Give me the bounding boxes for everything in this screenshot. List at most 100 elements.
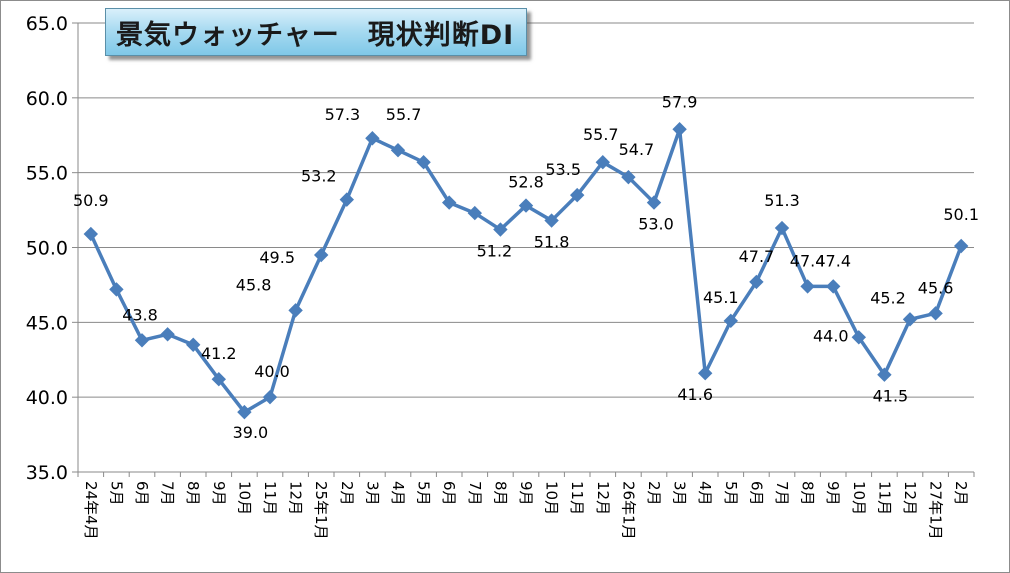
- data-point: [313, 247, 329, 263]
- data-label: 50.1: [943, 205, 979, 224]
- x-tick-label: 26年1月: [619, 481, 637, 540]
- x-tick-label: 2月: [338, 481, 356, 506]
- x-tick-label: 7月: [773, 481, 791, 506]
- y-tick-label: 40.0: [26, 387, 68, 409]
- data-point: [441, 195, 457, 210]
- data-label: 57.3: [325, 105, 361, 124]
- data-point: [672, 122, 687, 137]
- x-tick-label: 10月: [850, 481, 868, 515]
- data-point: [185, 337, 201, 352]
- x-tick-label: 4月: [389, 481, 407, 506]
- x-tick-label: 8月: [491, 481, 509, 506]
- x-tick-label: 9月: [824, 481, 842, 506]
- data-label: 45.6: [918, 278, 954, 297]
- data-point: [825, 279, 841, 294]
- x-tick-label: 24年4月: [82, 481, 100, 540]
- y-tick-label: 55.0: [26, 163, 68, 185]
- x-tick-label: 9月: [517, 481, 535, 506]
- y-tick-labels: 35.0 40.0 45.0 50.0 55.0 60.0 65.0: [26, 13, 68, 484]
- x-tick-label: 8月: [184, 481, 202, 506]
- data-label: 39.0: [233, 423, 269, 442]
- data-label: 45.1: [703, 288, 739, 307]
- x-tick-label: 6月: [440, 481, 458, 506]
- data-label: 41.2: [201, 344, 237, 363]
- x-tick-label: 6月: [133, 481, 151, 506]
- data-point: [800, 279, 815, 294]
- data-label: 49.5: [259, 248, 295, 267]
- data-point: [237, 404, 252, 420]
- y-tick-label: 50.0: [26, 238, 68, 260]
- x-tick-label: 12月: [287, 481, 305, 515]
- data-label: 51.2: [477, 242, 513, 261]
- data-label: 43.8: [122, 305, 158, 324]
- data-label: 57.9: [662, 92, 698, 111]
- data-point: [83, 226, 99, 242]
- x-tick-label: 12月: [594, 481, 612, 515]
- x-tick-labels: 24年4月 5月 6月 7月 8月 9月 10月 11月 12月 25年1月 2月 3月 4月 5月 6月 7…: [82, 481, 970, 540]
- data-label: 47.4: [815, 251, 851, 270]
- data-point: [493, 222, 508, 237]
- x-tick-label: 9月: [210, 481, 228, 506]
- x-tick-label: 3月: [671, 481, 689, 506]
- data-label: 53.2: [301, 167, 337, 186]
- data-point: [697, 366, 713, 381]
- data-label: 52.8: [508, 173, 544, 192]
- data-point: [774, 220, 790, 236]
- data-label: 41.6: [677, 385, 713, 404]
- x-tick-label: 7月: [159, 481, 177, 506]
- x-tick-label: 6月: [747, 481, 765, 506]
- chart-title-box: 景気ウォッチャー 現状判断DI: [105, 8, 527, 56]
- data-point: [902, 312, 918, 327]
- data-label: 50.9: [73, 191, 109, 210]
- chart-title: 景気ウォッチャー 現状判断DI: [116, 19, 515, 51]
- x-tick-label: 5月: [415, 481, 433, 506]
- x-tick-label: 8月: [799, 481, 817, 506]
- data-point: [621, 169, 636, 185]
- data-point: [288, 303, 303, 318]
- data-point: [416, 154, 431, 170]
- data-point: [877, 367, 892, 382]
- data-point: [365, 131, 380, 146]
- x-tick-label: 10月: [235, 481, 253, 515]
- data-point: [160, 327, 175, 342]
- x-tick-label: 2月: [952, 481, 970, 506]
- data-point: [211, 371, 227, 387]
- x-tick-label: 7月: [466, 481, 484, 506]
- data-point: [928, 306, 943, 321]
- x-tick-label: 27年1月: [927, 481, 945, 540]
- data-point: [518, 198, 534, 213]
- x-tick-label: 11月: [875, 481, 893, 515]
- data-point: [339, 192, 355, 207]
- x-tick-label: 12月: [901, 481, 919, 515]
- x-tick-label: 2月: [645, 481, 663, 506]
- data-point: [646, 195, 662, 210]
- data-label: 44.0: [813, 326, 849, 345]
- data-label: 55.7: [583, 125, 619, 144]
- y-tick-label: 60.0: [26, 88, 68, 110]
- data-point: [134, 333, 150, 348]
- x-tick-label: 11月: [568, 481, 586, 515]
- y-tick-label: 45.0: [26, 312, 68, 334]
- data-label: 47.4: [790, 251, 826, 270]
- data-label: 41.5: [873, 387, 909, 406]
- data-point: [723, 313, 739, 329]
- x-tick-label: 25年1月: [312, 481, 330, 540]
- data-label: 51.3: [764, 191, 800, 210]
- x-tick-label: 4月: [696, 481, 714, 506]
- y-tick-label: 35.0: [26, 462, 68, 484]
- data-point: [390, 143, 406, 158]
- x-tick-label: 11月: [261, 481, 279, 515]
- data-label: 47.7: [739, 247, 775, 266]
- data-point: [467, 205, 483, 221]
- data-point: [953, 238, 969, 254]
- data-label: 45.2: [870, 288, 906, 307]
- data-label: 51.8: [534, 233, 570, 252]
- x-tick-label: 5月: [107, 481, 125, 506]
- x-tick-label: 10月: [543, 481, 561, 515]
- y-tick-label: 65.0: [26, 13, 68, 35]
- data-point: [569, 187, 585, 203]
- data-point: [109, 282, 124, 297]
- x-tick-label: 5月: [722, 481, 740, 506]
